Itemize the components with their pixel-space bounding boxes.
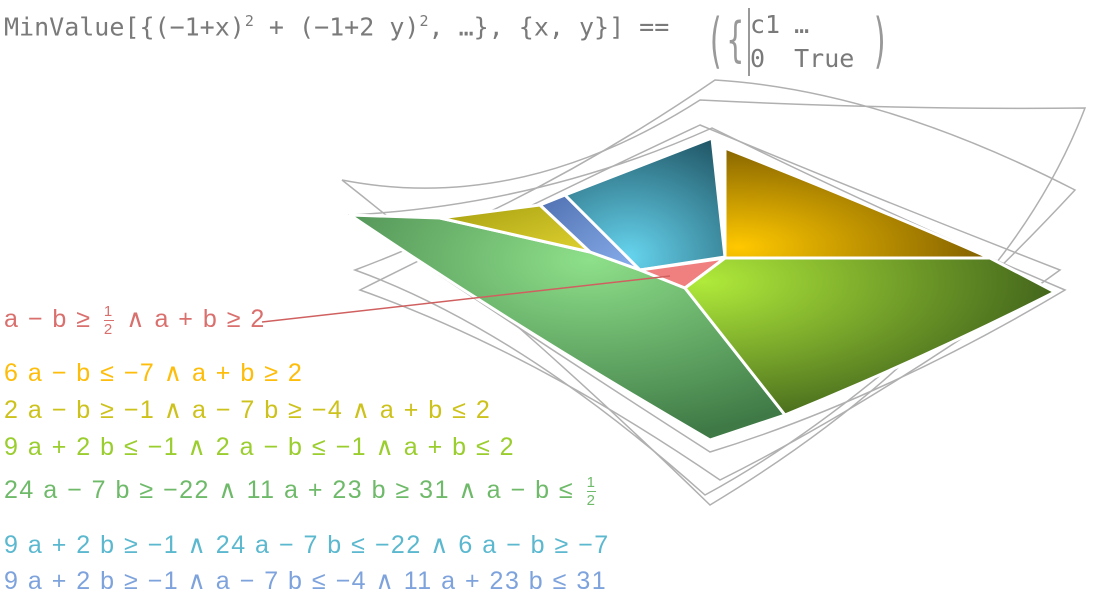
label-text: 2 a − b ≥ −1 ∧ a − 7 b ≥ −4 ∧ a + b ≤ 2 <box>4 396 492 424</box>
label-text: 24 a − 7 b ≥ −22 ∧ 11 a + 23 b ≥ 31 ∧ a … <box>4 476 583 505</box>
matrix-cell: … <box>794 10 810 39</box>
matrix-cell: True <box>794 44 855 73</box>
minvalue-expression: MinValue[{(−1+x)2 + (−1+2 y)2, …}, {x, y… <box>4 12 669 41</box>
region-label: 2 a − b ≥ −1 ∧ a − 7 b ≥ −4 ∧ a + b ≤ 2 <box>4 395 491 425</box>
label-text: 9 a + 2 b ≥ −1 ∧ 24 a − 7 b ≤ −22 ∧ 6 a … <box>4 531 610 559</box>
denominator: 2 <box>103 321 114 338</box>
matrix-cell: c1 <box>750 10 781 39</box>
numerator: 1 <box>103 303 114 321</box>
region-lime <box>683 256 1057 417</box>
leader-line <box>261 275 671 323</box>
label-text: 6 a − b ≤ −7 ∧ a + b ≥ 2 <box>4 359 304 387</box>
denominator: 2 <box>586 492 597 509</box>
matrix-cell: 0 <box>750 44 766 73</box>
expr-part: + (−1+2 y) <box>253 12 420 42</box>
expr-part: MinValue[{(−1+x) <box>4 12 245 42</box>
region-label: 9 a + 2 b ≥ −1 ∧ a − 7 b ≤ −4 ∧ 11 a + 2… <box>4 566 607 596</box>
numerator: 1 <box>586 474 597 492</box>
label-text: 9 a + 2 b ≤ −1 ∧ 2 a − b ≤ −1 ∧ a + b ≤ … <box>4 433 516 461</box>
region-orange <box>723 146 992 260</box>
exponent: 2 <box>419 12 429 30</box>
region-label: 24 a − 7 b ≥ −22 ∧ 11 a + 23 b ≥ 31 ∧ a … <box>4 474 600 509</box>
exponent: 2 <box>244 12 254 30</box>
expr-part: , …}, {x, y}] == <box>428 12 670 42</box>
region-label: 9 a + 2 b ≤ −1 ∧ 2 a − b ≤ −1 ∧ a + b ≤ … <box>4 432 515 462</box>
wireframe-sheets <box>341 79 1087 506</box>
region-label: 9 a + 2 b ≥ −1 ∧ 24 a − 7 b ≤ −22 ∧ 6 a … <box>4 530 610 560</box>
label-text: 9 a + 2 b ≥ −1 ∧ a − 7 b ≤ −4 ∧ 11 a + 2… <box>4 567 608 595</box>
label-text: ∧ a + b ≥ 2 <box>117 305 266 334</box>
label-text: a − b ≥ <box>4 305 100 334</box>
region-label: 6 a − b ≤ −7 ∧ a + b ≥ 2 <box>4 358 303 388</box>
